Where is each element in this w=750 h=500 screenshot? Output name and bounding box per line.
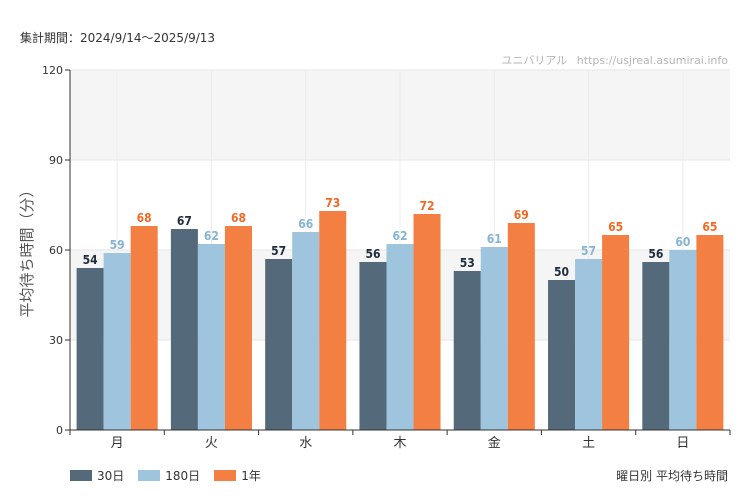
data-label: 72: [420, 199, 435, 213]
x-tick-label: 土: [582, 436, 595, 451]
y-tick-label: 120: [42, 64, 63, 77]
bar: [197, 244, 225, 430]
x-tick-label: 火: [205, 436, 218, 451]
data-label: 65: [608, 220, 623, 234]
data-label: 73: [325, 196, 340, 210]
bar: [224, 226, 252, 430]
x-tick-label: 金: [488, 435, 501, 451]
bar: [130, 226, 158, 430]
y-tick-label: 60: [49, 244, 63, 257]
y-axis-title: 平均待ち時間（分）: [18, 182, 36, 317]
bar: [386, 244, 414, 430]
bar: [575, 259, 603, 430]
bar: [76, 268, 104, 430]
y-tick-label: 30: [49, 334, 63, 347]
bar: [453, 271, 481, 430]
chart-caption: 曜日別 平均待ち時間: [616, 469, 728, 483]
bar: [696, 235, 724, 430]
bar: [602, 235, 630, 430]
bar: [480, 247, 508, 430]
legend-item[interactable]: 30日: [70, 467, 124, 484]
x-tick-label: 水: [299, 436, 312, 451]
bar: [292, 232, 320, 430]
bar: [548, 280, 576, 430]
legend-item[interactable]: 180日: [138, 467, 200, 484]
data-label: 69: [514, 208, 529, 222]
y-tick-label: 90: [49, 154, 63, 167]
axes: [65, 69, 731, 435]
data-label: 60: [675, 235, 690, 249]
data-label: 54: [83, 253, 99, 267]
data-label: 62: [204, 229, 219, 243]
bar: [669, 250, 697, 430]
data-label: 66: [298, 217, 313, 231]
data-label: 62: [392, 229, 407, 243]
bar-series: [76, 211, 724, 430]
data-label: 56: [648, 247, 663, 261]
legend: 30日 180日 1年: [70, 467, 261, 484]
aggregation-period: 集計期間：2024/9/14〜2025/9/13: [20, 31, 216, 45]
x-tick-labels: 月火水木金土日: [111, 435, 690, 451]
x-tick-label: 木: [393, 436, 406, 451]
credit-site-url[interactable]: https://usjreal.asumirai.info: [576, 54, 728, 67]
data-label: 61: [487, 232, 502, 246]
bar: [507, 223, 535, 430]
credit-site-name: ユニバリアル: [501, 54, 568, 67]
data-label: 56: [365, 247, 380, 261]
bar: [265, 259, 293, 430]
bar: [103, 253, 131, 430]
value-labels: 54 59 68 67 62 68 57 66 73 56 62 72 53 61 69 50 57 65 56 60…: [83, 196, 718, 279]
data-label: 68: [137, 211, 152, 225]
data-label: 68: [231, 211, 246, 225]
bar: [319, 211, 347, 430]
data-label: 57: [581, 244, 596, 258]
legend-label: 1年: [241, 469, 261, 483]
bar: [413, 214, 441, 430]
legend-swatch: [70, 470, 92, 481]
legend-swatch: [138, 470, 161, 481]
data-label: 53: [460, 256, 475, 270]
bar: [170, 229, 198, 430]
site-credit: ユニバリアル https://usjreal.asumirai.info: [501, 52, 728, 68]
legend-label: 30日: [97, 469, 125, 483]
legend-item[interactable]: 1年: [214, 467, 261, 484]
data-label: 65: [702, 220, 717, 234]
legend-label: 180日: [165, 469, 201, 483]
x-tick-label: 月: [111, 436, 124, 451]
bar: [359, 262, 387, 430]
bar: [642, 262, 670, 430]
x-tick-label: 日: [676, 436, 689, 451]
y-tick-label: 0: [56, 424, 63, 437]
data-label: 67: [177, 214, 192, 228]
y-tick-labels: 0 30 60 90 120: [42, 64, 63, 437]
data-label: 59: [110, 238, 125, 252]
data-label: 50: [554, 265, 569, 279]
legend-swatch: [214, 470, 237, 481]
data-label: 57: [271, 244, 286, 258]
